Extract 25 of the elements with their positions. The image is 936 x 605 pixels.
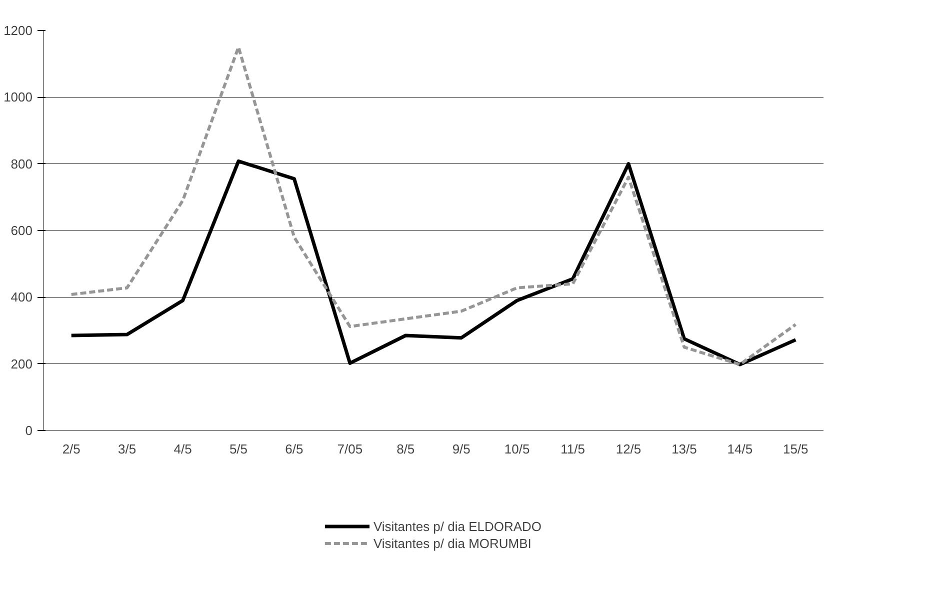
legend-label: Visitantes p/ dia MORUMBI: [373, 536, 532, 550]
y-tick-label: 400: [10, 290, 33, 305]
x-tick-label: 13/5: [672, 442, 697, 456]
x-tick-label: 11/5: [560, 442, 585, 456]
y-tick-label: 0: [25, 423, 33, 438]
x-tick-label: 14/5: [727, 442, 753, 456]
x-tick-label: 2/5: [62, 442, 80, 456]
x-tick-label: 15/5: [782, 442, 808, 456]
x-tick-label: 12/5: [616, 442, 642, 456]
y-tick-label: 1000: [4, 90, 32, 105]
x-tick-label: 9/5: [452, 442, 470, 456]
x-tick-label: 4/5: [174, 442, 192, 456]
y-tick-label: 200: [10, 356, 33, 372]
x-tick-label: 10/5: [504, 442, 530, 456]
legend-label: Visitantes p/ dia ELDORADO: [373, 518, 542, 534]
x-tick-label: 7/05: [337, 442, 363, 456]
x-tick-label: 5/5: [229, 442, 248, 456]
y-tick-label: 600: [10, 223, 33, 238]
x-tick-label: 6/5: [285, 442, 304, 456]
x-tick-label: 3/5: [118, 442, 136, 456]
line-series: [70, 46, 798, 366]
y-tick-label: 1200: [4, 23, 32, 38]
x-tick-label: 8/5: [396, 442, 415, 456]
y-tick-label: 800: [10, 156, 33, 172]
line-series: [70, 159, 798, 366]
